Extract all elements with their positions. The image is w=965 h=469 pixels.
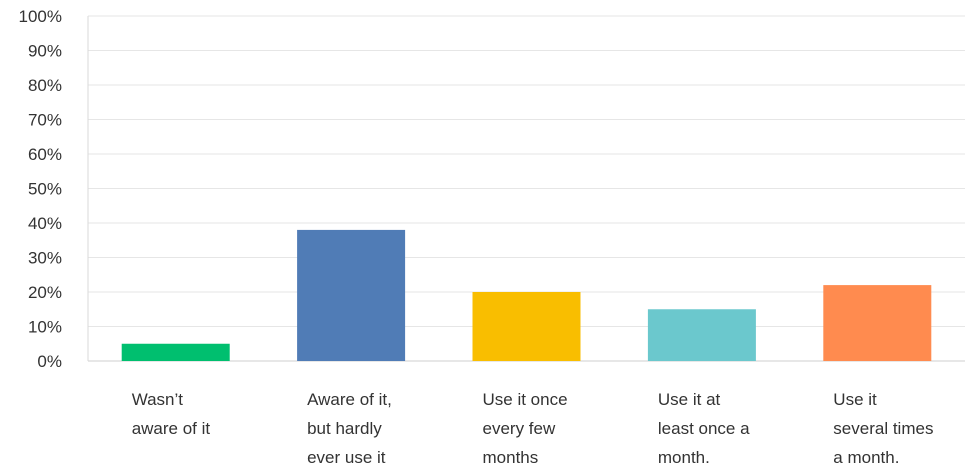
category-labels: Wasn’t aware of it Aware of it, but hardly e… xyxy=(132,390,934,467)
y-tick-label: 40% xyxy=(28,214,62,233)
y-tick-label: 80% xyxy=(28,76,62,95)
x-category-label: but hardly xyxy=(307,419,382,438)
bar xyxy=(297,229,406,361)
bar xyxy=(121,343,230,361)
x-category-label: every few xyxy=(483,419,556,438)
x-category-label: Use it xyxy=(833,390,877,409)
y-tick-label: 100% xyxy=(19,7,62,26)
bar xyxy=(823,285,932,361)
x-category-label: Use it at xyxy=(658,390,721,409)
gridlines xyxy=(88,15,965,362)
y-tick-label: 90% xyxy=(28,42,62,61)
x-category-label: several times xyxy=(833,419,933,438)
x-category-label: ever use it xyxy=(307,448,386,467)
y-tick-label: 50% xyxy=(28,180,62,199)
bar xyxy=(647,309,756,361)
x-category-label: Wasn’t xyxy=(132,390,184,409)
bar xyxy=(472,292,581,361)
y-axis: 0% 10% 20% 30% 40% 50% 60% 70% 80% 90% 100% xyxy=(19,7,89,371)
bars xyxy=(121,229,932,361)
y-tick-label: 30% xyxy=(28,249,62,268)
x-category-label: months xyxy=(483,448,539,467)
x-category-label: Use it once xyxy=(483,390,568,409)
x-category-label: least once a xyxy=(658,419,750,438)
y-tick-label: 20% xyxy=(28,283,62,302)
x-category-label: Aware of it, xyxy=(307,390,392,409)
y-tick-label: 70% xyxy=(28,111,62,130)
x-category-label: a month. xyxy=(833,448,899,467)
y-tick-label: 60% xyxy=(28,145,62,164)
y-tick-label: 10% xyxy=(28,318,62,337)
x-category-label: month. xyxy=(658,448,710,467)
y-tick-label: 0% xyxy=(37,352,62,371)
x-category-label: aware of it xyxy=(132,419,211,438)
